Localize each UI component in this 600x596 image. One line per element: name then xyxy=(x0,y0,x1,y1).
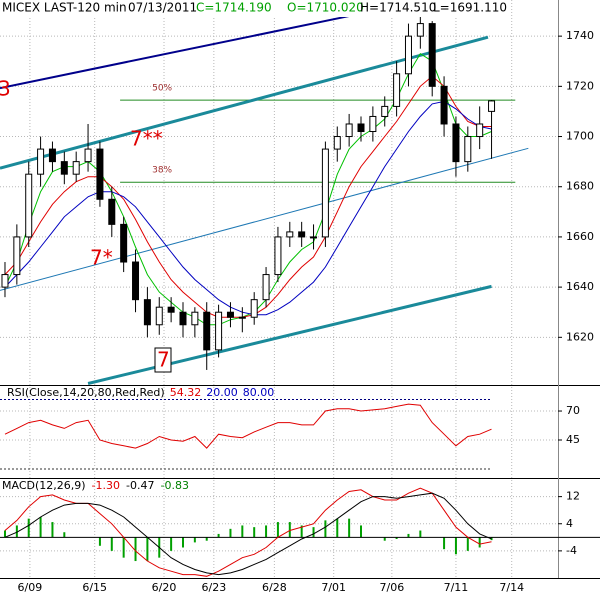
readout: -1.30 xyxy=(92,479,120,492)
level-label: 50% xyxy=(152,84,172,94)
trend-line xyxy=(0,147,529,291)
candle-body xyxy=(333,136,341,150)
candle-body xyxy=(416,23,424,37)
candle-body xyxy=(84,148,92,163)
candle-body xyxy=(120,223,128,263)
candle-body xyxy=(60,161,68,175)
y-tick-label: 70 xyxy=(566,404,580,417)
level-label: 20.00 xyxy=(206,386,238,399)
candle-body xyxy=(48,148,56,163)
candle-body xyxy=(274,236,282,276)
y-tick-label: 4 xyxy=(566,517,573,530)
x-tick-label: 7/06 xyxy=(380,581,405,594)
panel-title: RSI(Close,14,20,80,Red,Red) 54.32 20.00 80.… xyxy=(7,386,274,399)
x-tick-label: 7/11 xyxy=(444,581,469,594)
title: MACD(12,26,9) xyxy=(2,479,86,492)
candle-body xyxy=(132,261,140,301)
candle-body xyxy=(72,161,80,175)
close-readout: C=1714.190 xyxy=(196,1,272,15)
date: 07/13/2011 xyxy=(128,1,197,15)
high-readout: H=1714.510 xyxy=(360,1,436,15)
moving-average xyxy=(4,75,492,318)
candle-body xyxy=(452,123,460,163)
annotation: 7** xyxy=(130,127,163,151)
candle-body xyxy=(428,23,436,87)
y-tick-label: 1680 xyxy=(566,180,594,193)
candle-body xyxy=(167,306,175,313)
y-tick-label: 1740 xyxy=(566,29,594,42)
readout: -0.83 xyxy=(160,479,188,492)
candle-body xyxy=(381,105,389,117)
panel-title: MACD(12,26,9) -1.30 -0.47 -0.83 xyxy=(2,479,189,492)
y-tick-label: 1720 xyxy=(566,79,594,92)
annotation: 3 xyxy=(0,77,11,101)
trend-line xyxy=(0,14,355,90)
candle-body xyxy=(155,306,163,326)
candle-body xyxy=(37,148,45,175)
candle-body xyxy=(203,311,211,351)
low-readout: L=1691.110 xyxy=(433,1,507,15)
candle-body xyxy=(191,311,199,326)
candle-body xyxy=(1,274,9,288)
x-tick-label: 7/14 xyxy=(499,581,524,594)
level-label: 38% xyxy=(152,166,172,176)
y-tick-label: -4 xyxy=(566,544,577,557)
candle-body xyxy=(179,311,187,326)
y-tick-label: 45 xyxy=(566,433,580,446)
candle-body xyxy=(298,231,306,238)
candle-body xyxy=(393,73,401,107)
candle-body xyxy=(13,236,21,276)
candle-body xyxy=(250,299,258,318)
moving-average xyxy=(4,100,492,316)
level-label: 80.00 xyxy=(243,386,275,399)
x-tick-label: 7/01 xyxy=(321,581,346,594)
annotation: 7* xyxy=(90,246,113,270)
symbol: MICEX LAST-120 min xyxy=(2,1,127,15)
annotation: 7 xyxy=(157,348,170,372)
x-tick-label: 6/09 xyxy=(18,581,43,594)
candle-body xyxy=(25,173,33,238)
title: RSI(Close,14,20,80,Red,Red) xyxy=(7,386,165,399)
y-tick-label: 1700 xyxy=(566,130,594,143)
open-readout: O=1710.020 xyxy=(287,1,364,15)
candle-body xyxy=(108,198,116,225)
x-tick-label: 6/23 xyxy=(201,581,226,594)
candle-body xyxy=(226,311,234,318)
y-tick-label: 1620 xyxy=(566,330,594,343)
signal-line xyxy=(4,492,492,576)
candle-body xyxy=(215,311,223,351)
candle-body xyxy=(488,100,496,112)
candle-body xyxy=(286,231,294,238)
candle-body xyxy=(143,299,151,326)
y-tick-label: 1660 xyxy=(566,230,594,243)
rsi-line xyxy=(4,403,492,449)
candle-body xyxy=(262,274,270,301)
y-tick-label: 12 xyxy=(566,490,580,503)
candle-body xyxy=(310,236,318,239)
candle-body xyxy=(440,85,448,125)
candle-body xyxy=(321,148,329,238)
candle-body xyxy=(357,123,365,133)
candle-body xyxy=(464,136,472,163)
x-tick-label: 6/15 xyxy=(82,581,107,594)
candle-body xyxy=(345,123,353,138)
y-tick-label: 1640 xyxy=(566,280,594,293)
candle-body xyxy=(238,316,246,319)
candle-body xyxy=(404,35,412,75)
current-value: 54.32 xyxy=(170,386,202,399)
candle-body xyxy=(369,115,377,133)
x-tick-label: 6/20 xyxy=(152,581,177,594)
header-bg xyxy=(0,0,505,17)
annotation-box xyxy=(154,347,172,373)
x-tick-label: 6/28 xyxy=(262,581,287,594)
readout: -0.47 xyxy=(126,479,154,492)
candle-body xyxy=(476,123,484,138)
candle-body xyxy=(96,148,104,200)
